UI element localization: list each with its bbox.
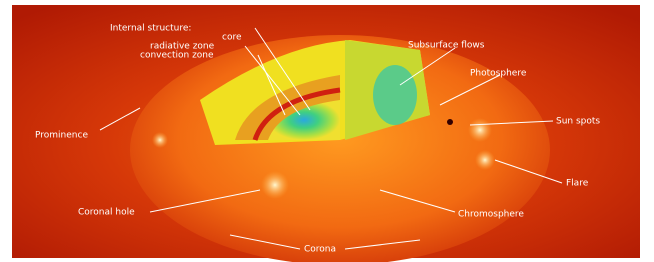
label: Corona — [304, 245, 336, 255]
label: Photosphere — [470, 69, 527, 79]
subsurface-flow — [373, 65, 417, 125]
label: Chromosphere — [458, 210, 524, 220]
bright-spot — [468, 118, 492, 142]
label: Sun spots — [556, 117, 600, 127]
sunspot — [447, 119, 453, 125]
label: Prominence — [35, 131, 88, 141]
bright-spot — [475, 150, 495, 170]
label: Coronal hole — [78, 208, 135, 218]
sun-diagram: Internal structure: core radiative zone … — [0, 0, 654, 262]
bright-spot — [152, 132, 168, 148]
bright-spot — [261, 171, 289, 199]
page: {"internal_structure": {"title": "Intern… — [0, 0, 654, 262]
label: convection zone — [140, 51, 214, 61]
label: Internal structure: — [110, 24, 191, 34]
label: Flare — [566, 179, 589, 189]
label: core — [222, 33, 242, 43]
label: Subsurface flows — [408, 41, 485, 51]
